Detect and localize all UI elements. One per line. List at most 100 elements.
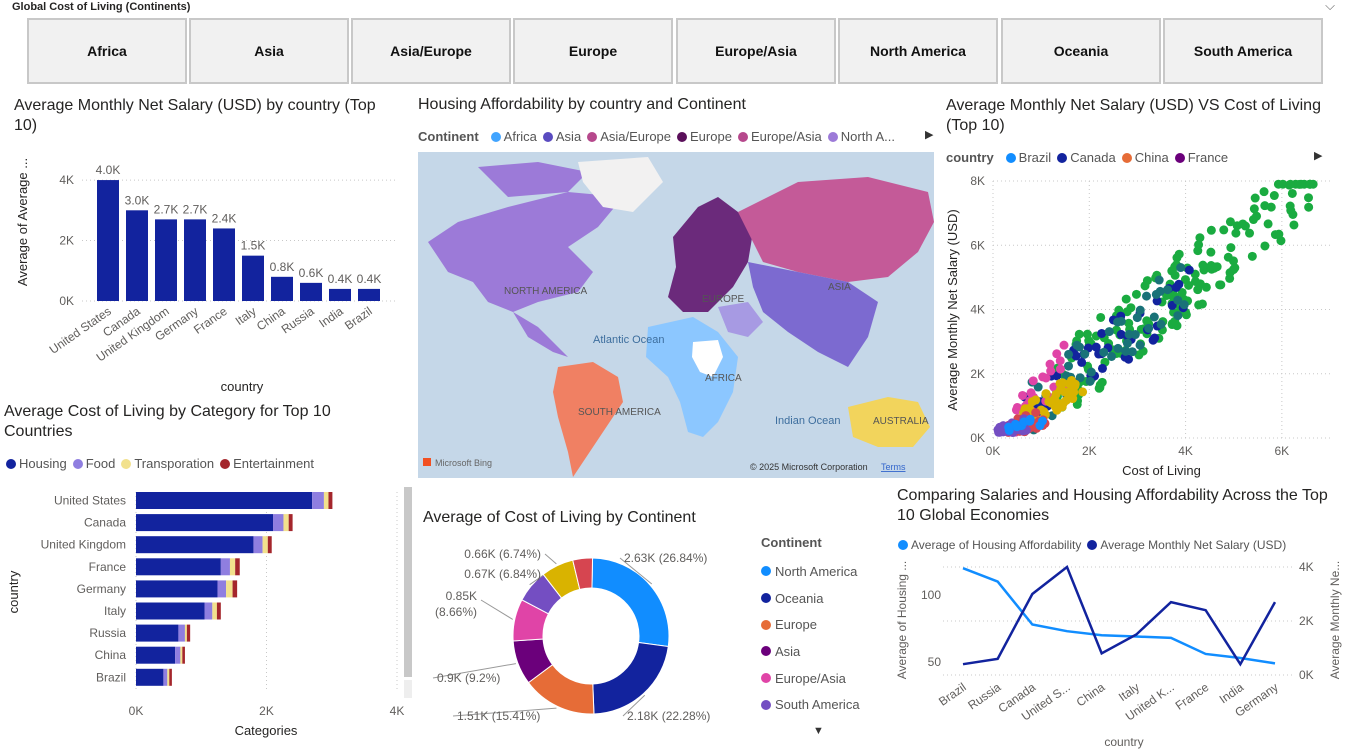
legend-marker <box>542 131 553 142</box>
data-label: 1.5K <box>241 239 266 253</box>
legend-item-food[interactable]: Food <box>85 456 116 471</box>
scatter-point <box>1121 294 1131 304</box>
legend-item-china[interactable]: China <box>1134 150 1169 165</box>
y-tick-label: 8K <box>970 174 985 188</box>
x-tick-label: India <box>316 304 346 331</box>
legend-item-europe-asia[interactable]: Europe/Asia <box>750 129 822 144</box>
slicer-title: Global Cost of Living (Continents) <box>12 1 191 13</box>
slicer-tile-south-america[interactable]: South America <box>1163 18 1323 84</box>
legend-item-africa[interactable]: Africa <box>503 129 537 144</box>
x-axis-title: Categories <box>235 723 298 738</box>
bar-germany <box>184 219 206 301</box>
scatter-point <box>1012 402 1022 412</box>
y-tick-label-left: 100 <box>921 588 941 602</box>
data-label: 0.85K <box>446 589 477 603</box>
y-tick-label: 4K <box>970 303 985 317</box>
scatter-point <box>1045 359 1055 369</box>
bar-segment-food <box>178 624 185 642</box>
region-africa-nodata <box>692 340 723 377</box>
legend-item-entertainment[interactable]: Entertainment <box>233 456 315 471</box>
legend-scroll-down-arrow[interactable]: ▼ <box>813 725 824 737</box>
scatter-point <box>1226 243 1236 253</box>
bar-segment-housing <box>136 624 179 642</box>
scatter-point <box>1144 323 1154 333</box>
world-map[interactable]: NORTH AMERICA EUROPE ASIA AFRICA SOUTH A… <box>418 152 934 478</box>
donut-legend: North America Oceania Europe Asia Europe/Asi… <box>761 558 860 718</box>
legend-item-europe[interactable]: Europe <box>690 129 732 144</box>
legend-next-arrow[interactable]: ▶ <box>925 129 934 141</box>
slicer-tile-africa[interactable]: Africa <box>27 18 187 84</box>
legend-next-arrow[interactable]: ▶ <box>1314 150 1323 162</box>
slicer-tile-north-america[interactable]: North America <box>838 18 998 84</box>
scatter-point <box>1212 262 1222 272</box>
donut-legend-item-europe-asia[interactable]: Europe/Asia <box>761 665 860 692</box>
slicer-tile-asia[interactable]: Asia <box>189 18 349 84</box>
legend-item-asia-europe[interactable]: Asia/Europe <box>600 129 672 144</box>
donut-legend-item-europe[interactable]: Europe <box>761 611 860 638</box>
bar-segment-transporation <box>226 580 233 598</box>
donut-legend-item-south-america[interactable]: South America <box>761 691 860 718</box>
data-label: 2.7K <box>154 202 179 216</box>
legend-item-average-of-housing-affordability[interactable]: Average of Housing Affordability <box>911 538 1082 552</box>
legend-item-housing[interactable]: Housing <box>19 456 67 471</box>
bar-segment-housing <box>136 492 313 509</box>
bar-segment-entertainment <box>216 602 221 620</box>
scrollbar-track[interactable] <box>404 680 412 698</box>
chevron-down-icon[interactable]: ⌵ <box>1325 0 1335 13</box>
donut-legend-item-oceania[interactable]: Oceania <box>761 585 860 612</box>
scatter-point <box>1055 364 1065 374</box>
scatter-point <box>1276 236 1286 246</box>
data-label: 0.8K <box>270 260 295 274</box>
scatter-point <box>1055 356 1065 366</box>
scatter-point <box>1286 206 1296 216</box>
slicer-tile-asia-europe[interactable]: Asia/Europe <box>351 18 511 84</box>
legend-item-france[interactable]: France <box>1187 150 1229 165</box>
scatter-point <box>1071 351 1081 361</box>
scatter-point <box>1289 220 1299 230</box>
scatter-point <box>1266 202 1276 212</box>
scrollbar[interactable] <box>404 487 412 677</box>
bar-segment-transporation <box>184 624 187 642</box>
category-chart-title: Average Cost of Living by Category for T… <box>4 403 331 440</box>
legend-marker <box>761 673 771 684</box>
region-europe <box>668 197 753 312</box>
donut-legend-item-asia[interactable]: Asia <box>761 638 860 665</box>
scatter-point <box>1038 372 1048 382</box>
slicer-tile-europe-asia[interactable]: Europe/Asia <box>676 18 836 84</box>
scatter-point <box>1127 347 1137 357</box>
legend-marker <box>1005 152 1016 163</box>
legend-item-north-a[interactable]: North A... <box>840 129 895 144</box>
scatter-point <box>1176 263 1186 273</box>
map-title: Housing Affordability by country and Con… <box>418 96 746 113</box>
scatter-point <box>1223 252 1233 262</box>
legend-item-transporation[interactable]: Transporation <box>134 456 215 471</box>
region-asia <box>748 262 878 367</box>
x-tick-label: Russia <box>279 304 317 337</box>
legend-marker <box>1057 152 1068 163</box>
bar-segment-food <box>253 536 263 554</box>
region-greenland <box>578 157 663 212</box>
slicer-tile-oceania[interactable]: Oceania <box>1001 18 1161 84</box>
x-tick-label: 6K <box>1275 444 1290 458</box>
legend-item-asia[interactable]: Asia <box>555 129 582 144</box>
legend-item-average-monthly-net-salary-usd[interactable]: Average Monthly Net Salary (USD) <box>1100 538 1287 552</box>
bar-canada <box>126 210 148 301</box>
legend-item-brazil[interactable]: Brazil <box>1018 150 1052 165</box>
scatter-point <box>1099 347 1109 357</box>
y-tick-label: 4K <box>59 173 74 187</box>
legend-title: Continent <box>418 129 479 144</box>
bar-segment-transporation <box>262 536 268 554</box>
region-south-america <box>553 362 623 477</box>
map-terms-link[interactable]: Terms <box>881 462 906 472</box>
scatter-point <box>1132 313 1142 323</box>
y-tick-label: 2K <box>970 367 985 381</box>
scatter-point <box>1170 270 1180 280</box>
legend-item-canada[interactable]: Canada <box>1070 150 1116 165</box>
donut-legend-item-north-america[interactable]: North America <box>761 558 860 585</box>
bar-segment-entertainment <box>182 646 185 664</box>
y-axis-title: country <box>6 570 21 613</box>
legend-marker <box>1174 152 1185 163</box>
region-central-america <box>513 312 568 357</box>
slicer-tile-europe[interactable]: Europe <box>513 18 673 84</box>
line-chart-title: Comparing Salaries and Housing Affordabi… <box>897 487 1328 524</box>
